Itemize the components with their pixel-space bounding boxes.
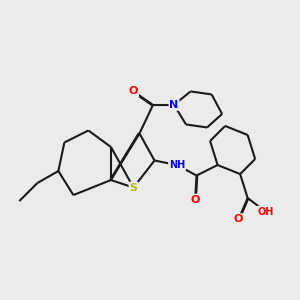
Text: NH: NH [169, 160, 185, 170]
Text: OH: OH [257, 207, 274, 217]
Text: O: O [129, 86, 138, 96]
Text: O: O [234, 214, 243, 224]
Text: S: S [130, 183, 137, 193]
Text: N: N [169, 100, 179, 110]
Text: O: O [190, 195, 200, 205]
